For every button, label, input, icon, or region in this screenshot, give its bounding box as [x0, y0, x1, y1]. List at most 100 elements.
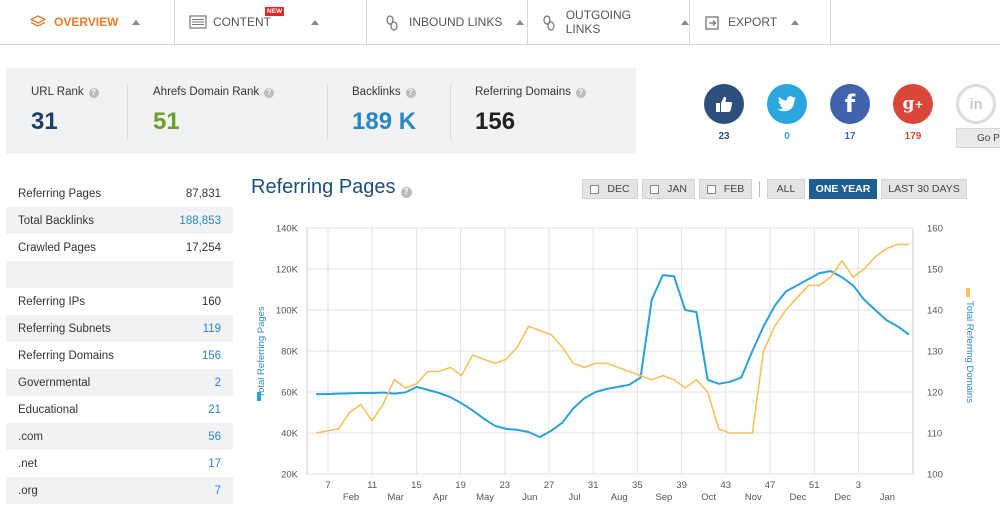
tab-overview[interactable]: OVERVIEW [0, 0, 175, 44]
x-tick-month: Aug [611, 492, 628, 503]
y-tick-left: 140K [276, 224, 299, 235]
stats-label: Total Backlinks [18, 214, 95, 227]
x-tick-week: 3 [856, 480, 861, 491]
chevron-up-icon[interactable] [132, 19, 141, 25]
x-tick-month: Mar [388, 492, 404, 503]
x-tick-month: Feb [343, 492, 359, 503]
filter-feb[interactable]: FEB [699, 179, 752, 199]
tab-export[interactable]: EXPORT [690, 0, 831, 44]
x-tick-month: May [476, 492, 494, 503]
help-icon[interactable]: ? [264, 88, 275, 98]
linkedin-icon[interactable]: in [956, 84, 996, 124]
stats-row[interactable]: Governmental 2 [6, 369, 233, 396]
metrics-panel: URL Rank? 31 Ahrefs Domain Rank? 51 Back… [6, 68, 636, 154]
tab-overview-label: OVERVIEW [54, 15, 119, 29]
social-linkedin[interactable]: in [956, 84, 996, 124]
x-tick-month: Dec [790, 492, 807, 503]
stats-label: Referring Domains [18, 349, 114, 362]
facebook-icon[interactable]: f [830, 84, 870, 124]
filter-label: LAST 30 DAYS [888, 183, 960, 195]
social-count: 23 [718, 131, 730, 142]
y-tick-left: 80K [281, 347, 299, 358]
x-tick-month: Sep [655, 492, 672, 503]
checkbox-icon[interactable] [706, 184, 716, 194]
stats-row[interactable]: Educational 21 [6, 396, 233, 423]
help-icon[interactable]: ? [400, 187, 412, 198]
stats-label: Referring Pages [18, 187, 102, 200]
social-like[interactable]: 23 [704, 84, 744, 142]
filter-all[interactable]: ALL [767, 179, 805, 199]
stats-row[interactable]: .org 7 [6, 477, 233, 504]
chevron-up-icon[interactable] [516, 19, 525, 25]
social-twitter[interactable]: 0 [767, 84, 807, 142]
stats-value: 2 [214, 376, 221, 389]
series-line-total-referring-domains [315, 243, 909, 434]
plot-frame [306, 227, 914, 475]
stats-row[interactable]: Total Backlinks 188,853 [6, 207, 233, 234]
filter-dec[interactable]: DEC [582, 179, 638, 199]
chevron-up-icon[interactable] [311, 19, 319, 25]
stats-label: .net [18, 457, 38, 470]
filter-label: ONE YEAR [815, 183, 871, 195]
x-tick-week: 11 [367, 480, 377, 491]
tab-content[interactable]: CONTENT NEW [175, 0, 367, 44]
social-facebook[interactable]: f 17 [830, 84, 870, 142]
stats-value: 87,831 [185, 187, 221, 200]
x-tick-week: 23 [500, 480, 511, 491]
metric-label: Ahrefs Domain Rank [153, 86, 260, 98]
filter-jan[interactable]: JAN [642, 179, 695, 199]
stats-row[interactable]: Crawled Pages 17,254 [6, 234, 233, 261]
x-tick-month: Jan [880, 492, 895, 503]
x-tick-month: Dec [834, 492, 851, 503]
help-icon[interactable]: ? [88, 88, 99, 98]
social-google-plus[interactable]: g + 179 [893, 84, 933, 142]
metric-value: 51 [153, 108, 180, 135]
google-plus-icon[interactable]: g + [893, 84, 933, 124]
stats-row[interactable]: .com 56 [6, 423, 233, 450]
tab-outgoing-links[interactable]: OUTGOING LINKS [528, 0, 690, 44]
help-icon[interactable]: ? [405, 88, 416, 98]
checkbox-icon[interactable] [590, 184, 600, 194]
stats-row [6, 261, 233, 288]
tab-content-label: CONTENT [213, 15, 271, 29]
filter-last-30-days[interactable]: LAST 30 DAYS [881, 179, 967, 199]
y-tick-left: 40K [281, 429, 299, 440]
y-tick-left: 60K [281, 388, 299, 399]
legend-swatch-left [257, 392, 261, 401]
filter-one-year[interactable]: ONE YEAR [809, 179, 877, 199]
divider [450, 84, 451, 140]
go-pro-button[interactable]: Go P [956, 128, 1000, 148]
x-tick-week: 39 [676, 480, 687, 491]
stats-row[interactable]: Referring IPs 160 [6, 288, 233, 315]
chevron-up-icon[interactable] [681, 19, 689, 25]
chevron-up-icon[interactable] [791, 19, 800, 25]
checkbox-icon[interactable] [650, 184, 660, 194]
thumbs-up-icon[interactable] [704, 84, 744, 124]
stats-row[interactable]: Referring Subnets 119 [6, 315, 233, 342]
y-tick-right: 160 [927, 224, 943, 235]
y-tick-left: 20K [281, 470, 299, 481]
x-tick-week: 43 [721, 480, 732, 491]
x-tick-week: 51 [809, 480, 820, 491]
chart-title-text: Referring Pages [251, 176, 396, 198]
filter-label: FEB [723, 183, 745, 195]
x-tick-month: Nov [745, 492, 762, 503]
series-line-total-referring-pages [316, 270, 910, 439]
stats-row[interactable]: .net 17 [6, 450, 233, 477]
help-icon[interactable]: ? [575, 88, 586, 98]
tab-inbound-links[interactable]: INBOUND LINKS [367, 0, 528, 44]
x-tick-month: Jul [568, 492, 580, 503]
stats-value: 56 [208, 430, 221, 443]
chart-title: Referring Pages? [251, 176, 412, 199]
metric-label: Backlinks [352, 86, 401, 98]
y-tick-right: 150 [927, 265, 943, 276]
metric-label: Referring Domains [475, 86, 571, 98]
twitter-icon[interactable] [767, 84, 807, 124]
y-tick-right: 140 [927, 306, 943, 317]
x-tick-week: 31 [588, 480, 599, 491]
stats-row[interactable]: Referring Domains 156 [6, 342, 233, 369]
x-tick-week: 35 [632, 480, 643, 491]
stats-row[interactable]: Referring Pages 87,831 [6, 180, 233, 207]
stats-value: 156 [201, 349, 221, 362]
y-tick-right: 100 [927, 470, 943, 481]
